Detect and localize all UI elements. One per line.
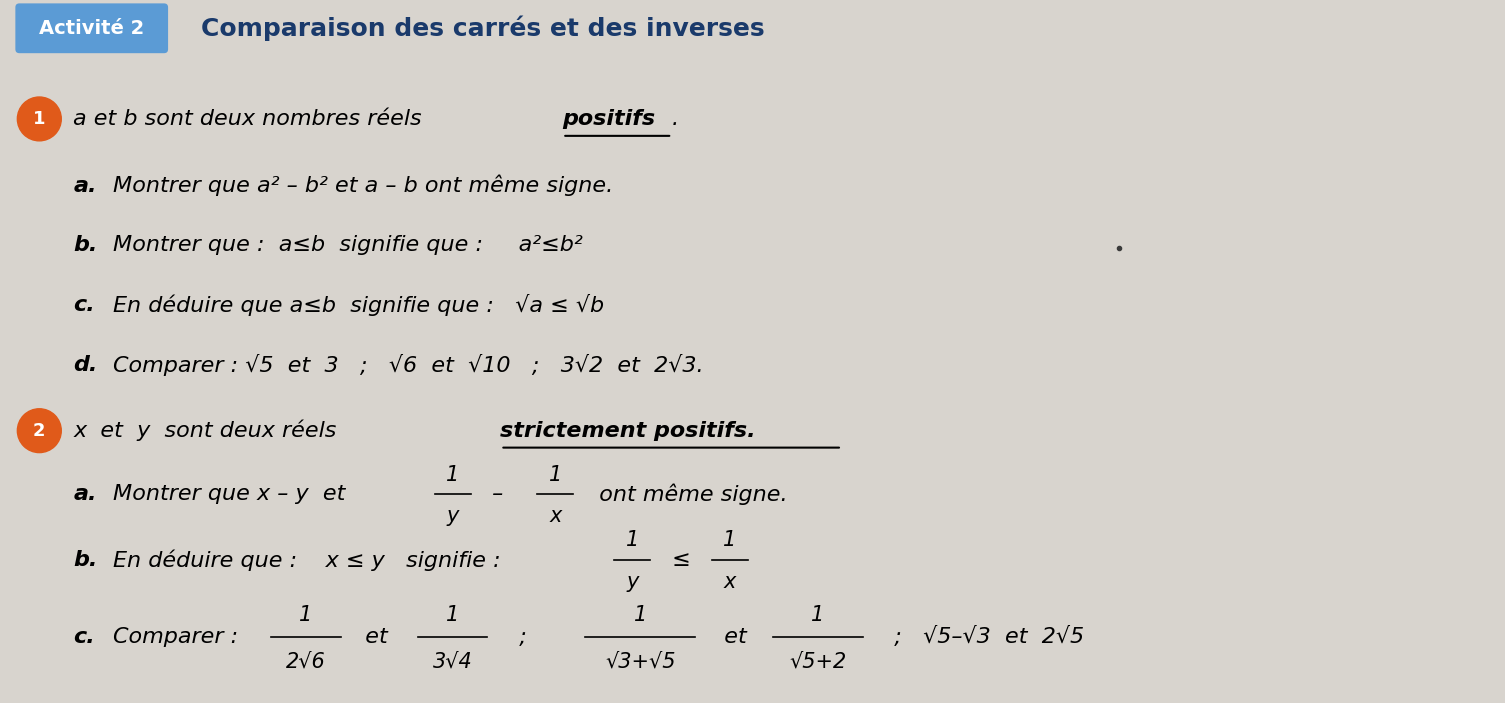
- Text: 1: 1: [445, 605, 459, 625]
- Text: ;: ;: [506, 627, 542, 647]
- Text: a et b sont deux nombres réels: a et b sont deux nombres réels: [74, 109, 429, 129]
- Text: y: y: [626, 572, 638, 592]
- Text: et: et: [710, 627, 762, 647]
- Text: En déduire que a≤b  signifie que :   √a ≤ √b: En déduire que a≤b signifie que : √a ≤ √…: [113, 294, 605, 316]
- Text: x  et  y  sont deux réels: x et y sont deux réels: [74, 420, 343, 441]
- Text: Comparaison des carrés et des inverses: Comparaison des carrés et des inverses: [202, 15, 765, 41]
- Circle shape: [18, 97, 62, 141]
- Text: 1: 1: [445, 465, 459, 484]
- Text: 2: 2: [33, 422, 45, 439]
- Text: √3+√5: √3+√5: [605, 652, 676, 672]
- Text: c.: c.: [74, 295, 95, 315]
- Text: ≤: ≤: [665, 550, 698, 570]
- FancyBboxPatch shape: [15, 4, 169, 53]
- Text: d.: d.: [74, 355, 98, 375]
- Text: Montrer que x – y  et: Montrer que x – y et: [113, 484, 360, 505]
- Text: Montrer que a² – b² et a – b ont même signe.: Montrer que a² – b² et a – b ont même si…: [113, 175, 614, 196]
- Text: y: y: [447, 506, 459, 527]
- Text: 3√4: 3√4: [432, 652, 473, 672]
- Text: b.: b.: [74, 550, 98, 570]
- Text: x: x: [549, 506, 561, 527]
- Circle shape: [18, 408, 62, 453]
- Text: 1: 1: [724, 530, 736, 550]
- Text: .: .: [673, 109, 679, 129]
- Text: 1: 1: [33, 110, 45, 128]
- Text: 1: 1: [626, 530, 638, 550]
- Text: Montrer que :  a≤b  signifie que :     a²≤b²: Montrer que : a≤b signifie que : a²≤b²: [113, 236, 582, 255]
- Text: a.: a.: [74, 484, 96, 505]
- Text: –: –: [486, 484, 510, 505]
- Text: 1: 1: [634, 605, 647, 625]
- Text: strictement positifs.: strictement positifs.: [501, 420, 756, 441]
- Text: b.: b.: [74, 236, 98, 255]
- Text: √5+2: √5+2: [789, 652, 846, 672]
- Text: et: et: [351, 627, 402, 647]
- Text: 1: 1: [549, 465, 561, 484]
- Text: positifs: positifs: [563, 109, 656, 129]
- Text: 1: 1: [299, 605, 313, 625]
- Text: 2√6: 2√6: [286, 652, 325, 672]
- Text: ;   √5–√3  et  2√5: ; √5–√3 et 2√5: [880, 626, 1084, 647]
- Text: ont même signe.: ont même signe.: [585, 484, 789, 505]
- Text: a.: a.: [74, 176, 96, 195]
- Text: Comparer : √5  et  3   ;   √6  et  √10   ;   3√2  et  2√3.: Comparer : √5 et 3 ; √6 et √10 ; 3√2 et …: [113, 354, 704, 376]
- Text: Activité 2: Activité 2: [39, 19, 144, 38]
- Text: En déduire que :    x ≤ y   signifie :: En déduire que : x ≤ y signifie :: [113, 550, 515, 571]
- Text: x: x: [724, 572, 736, 592]
- Text: 1: 1: [811, 605, 825, 625]
- Text: c.: c.: [74, 627, 95, 647]
- Text: Comparer :: Comparer :: [113, 627, 245, 647]
